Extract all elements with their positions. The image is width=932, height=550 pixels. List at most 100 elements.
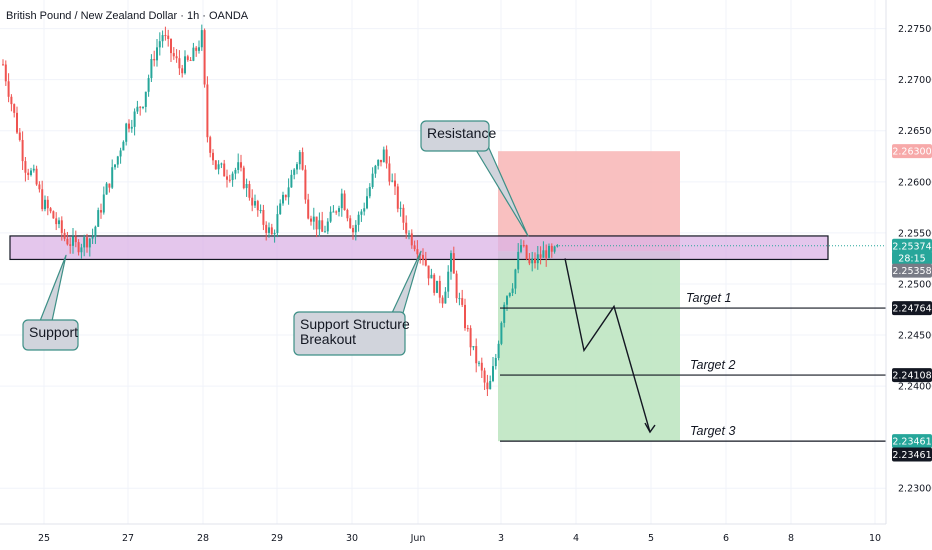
candle-body <box>27 172 30 175</box>
candle-body <box>321 220 324 232</box>
time-axis[interactable]: 25 27 28 29 30 Jun 3 4 5 6 8 10 <box>0 523 886 544</box>
price-tick-label: 2.26000 <box>898 177 932 188</box>
candle-body <box>18 132 21 140</box>
target-label-3: Target 3 <box>690 424 735 438</box>
candle-body <box>377 159 380 166</box>
candle-body <box>125 123 128 142</box>
candle-body <box>279 203 282 215</box>
candle-body <box>130 126 133 129</box>
time-tick-label: 28 <box>197 533 209 544</box>
candle-body <box>447 271 450 292</box>
price-tick-label: 2.23000 <box>898 484 932 495</box>
candle-body <box>508 292 511 297</box>
candle-body <box>494 358 497 367</box>
candle-body <box>192 47 195 61</box>
candle-body <box>517 251 520 270</box>
candle-body <box>248 184 251 198</box>
stop-loss-zone <box>498 151 680 252</box>
candle-body <box>394 180 396 187</box>
candle-body <box>226 176 228 180</box>
candle-body <box>133 111 136 127</box>
candle-body <box>310 218 312 222</box>
candle-body <box>228 179 231 181</box>
time-tick-label: 10 <box>869 533 881 544</box>
candle-body <box>13 104 16 113</box>
candle-body <box>111 167 114 188</box>
candle-body <box>497 343 500 359</box>
support-callout: Support <box>22 254 79 351</box>
candle-body <box>156 47 158 61</box>
candle-body <box>150 58 153 79</box>
candle-body <box>396 186 399 209</box>
position-zones <box>498 151 680 442</box>
candle-body <box>164 35 167 37</box>
candle-body <box>363 208 366 212</box>
grid <box>0 0 886 524</box>
candle-body <box>44 199 46 210</box>
candle-body <box>209 137 212 153</box>
candle-body <box>7 81 10 97</box>
candle-body <box>55 218 58 225</box>
candle-body <box>380 159 382 163</box>
candle-body <box>220 163 223 165</box>
candle-body <box>340 193 343 209</box>
symbol-title: British Pound / New Zealand Dollar · 1h … <box>6 10 249 22</box>
time-tick-label: 25 <box>38 533 50 544</box>
candle-body <box>158 41 161 48</box>
candle-body <box>175 56 178 59</box>
candle-body <box>410 233 413 246</box>
candle-body <box>293 169 296 175</box>
candle-body <box>217 164 220 170</box>
candle-body <box>536 254 539 264</box>
candle-body <box>119 150 122 157</box>
candle-body <box>455 273 458 299</box>
candle-body <box>35 168 38 185</box>
candle-body <box>531 258 534 264</box>
candle-body <box>469 328 472 348</box>
candle-body <box>338 208 340 212</box>
candle-body <box>382 149 385 163</box>
candle-body <box>136 106 139 112</box>
candle-body <box>312 216 315 222</box>
candle-body <box>38 184 41 190</box>
take-profit-zone <box>498 251 680 442</box>
candle-body <box>480 362 483 371</box>
candle-body <box>83 237 86 248</box>
candle-body <box>542 250 545 258</box>
candle-body <box>511 288 514 293</box>
candles <box>2 24 559 397</box>
candle-body <box>416 249 419 255</box>
candle-body <box>254 201 256 206</box>
candle-body <box>268 227 270 233</box>
price-badge-7 <box>892 447 932 462</box>
price-badge-label-0: 2.26300 <box>892 147 931 158</box>
price-tick-label: 2.27500 <box>898 24 932 35</box>
candle-body <box>144 91 147 107</box>
price-badge-5 <box>892 368 932 383</box>
projection-path <box>564 258 651 433</box>
price-badge-6 <box>892 434 932 449</box>
candle-body <box>450 253 452 272</box>
price-badge-label-1: 2.25374 <box>892 241 931 252</box>
time-tick-label: 8 <box>788 533 794 544</box>
candle-body <box>265 224 268 233</box>
candle-body <box>200 30 203 48</box>
candle-body <box>41 189 44 210</box>
candle-body <box>520 245 522 252</box>
candle-body <box>66 238 69 245</box>
price-tick-label: 2.24000 <box>898 382 932 393</box>
candle-body <box>298 152 301 165</box>
candle-body <box>324 231 326 233</box>
candle-body <box>436 280 438 293</box>
candle-body <box>102 194 105 213</box>
price-axis[interactable]: 2.27500 2.27000 2.26500 2.26000 2.25500 2.250… <box>885 0 932 524</box>
price-badge-label-2: 28:15 <box>898 253 925 264</box>
candle-body <box>273 232 276 235</box>
candle-body <box>354 224 357 233</box>
time-tick-label: 5 <box>648 533 654 544</box>
price-tick-label: 2.25000 <box>898 279 932 290</box>
candle-body <box>550 245 553 252</box>
